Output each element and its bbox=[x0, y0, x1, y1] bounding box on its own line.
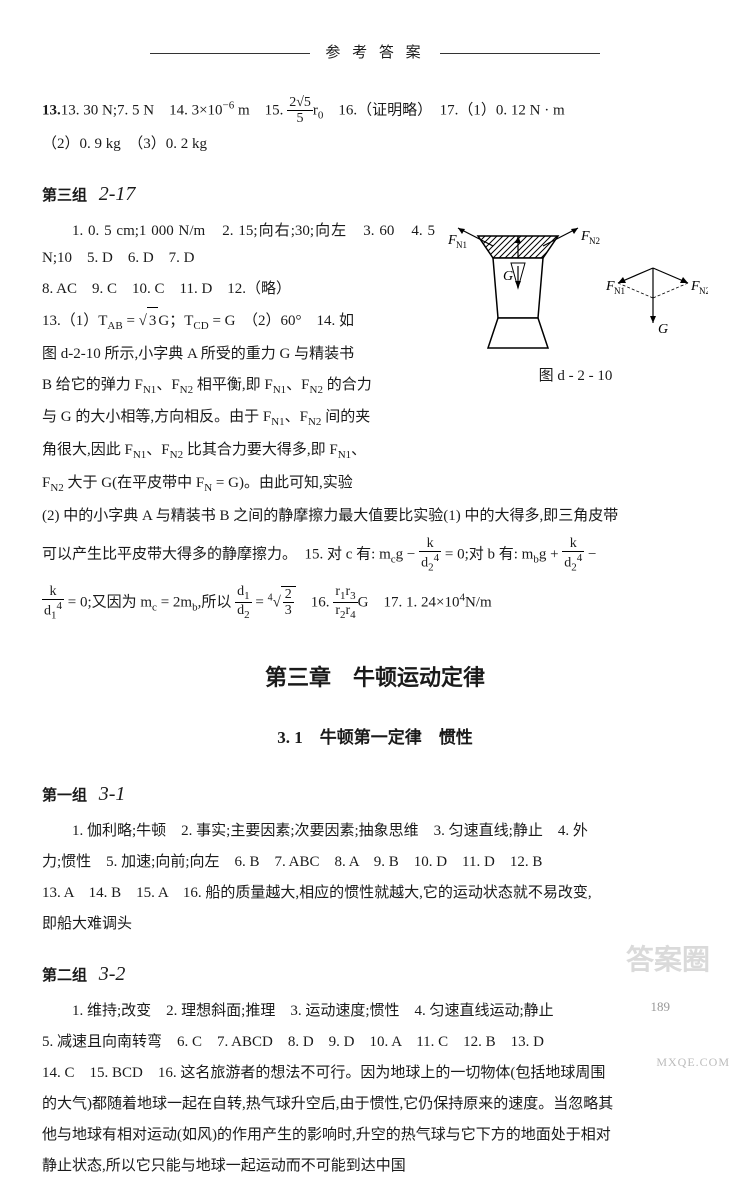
svg-text:N2: N2 bbox=[589, 236, 600, 246]
g32-line2: 5. 减速且向南转弯 6. C 7. ABCD 8. D 9. D 10. A … bbox=[42, 1029, 708, 1056]
page-header: 参 考 答 案 bbox=[42, 40, 708, 67]
g31-line4: 即船大难调头 bbox=[42, 911, 708, 938]
group31-label: 第一组 3-1 bbox=[42, 776, 708, 812]
g32-line1: 1. 维持;改变 2. 理想斜面;推理 3. 运动速度;惯性 4. 匀速直线运动… bbox=[42, 998, 708, 1025]
g3-line6: 与 G 的大小相等,方向相反。由于 FN1、FN2 间的夹 bbox=[42, 404, 708, 433]
watermark: MXQE.COM bbox=[656, 1052, 730, 1074]
g32-line5: 他与地球有相对运动(如风)的作用产生的影响时,升空的热气球与它下方的地面处于相对 bbox=[42, 1122, 708, 1149]
svg-text:N1: N1 bbox=[456, 240, 467, 250]
g3-line11: kd14 = 0;又因为 mc = 2mb,所以 d1d2 = 4√23 16.… bbox=[42, 584, 708, 622]
g3-line7: 角很大,因此 FN1、FN2 比其合力要大得多,即 FN1、 bbox=[42, 437, 708, 466]
svg-text:G: G bbox=[658, 322, 668, 337]
svg-text:G: G bbox=[503, 269, 513, 284]
group3-label: 第三组 2-17 bbox=[42, 176, 708, 212]
figure-d-2-10: FN1 FN2 G FN1 FN2 G 图 d - 2 - 10 bbox=[443, 218, 708, 378]
g31-line1: 1. 伽利略;牛顿 2. 事实;主要因素;次要因素;抽象思维 3. 匀速直线;静… bbox=[42, 818, 708, 845]
g31-line2: 力;惯性 5. 加速;向前;向左 6. B 7. ABC 8. A 9. B 1… bbox=[42, 849, 708, 876]
g3-line8: FN2 大于 G(在平皮带中 FN = G)。由此可知,实验 bbox=[42, 470, 708, 499]
g32-line4: 的大气)都随着地球一起在自转,热气球升空后,由于惯性,它仍保持原来的速度。当忽略… bbox=[42, 1091, 708, 1118]
g3-line9: (2) 中的小字典 A 与精装书 B 之间的静摩擦力最大值要比实验(1) 中的大… bbox=[42, 503, 708, 530]
block1-line1: 13.13. 30 N;7. 5 N 14. 3×10−6 m 15. 2√55… bbox=[42, 95, 708, 127]
svg-text:N1: N1 bbox=[614, 286, 625, 296]
g3-line10: 可以产生比平皮带大得多的静摩擦力。 15. 对 c 有: mcg − kd24 … bbox=[42, 536, 708, 574]
svg-text:N2: N2 bbox=[699, 286, 708, 296]
figure-caption: 图 d - 2 - 10 bbox=[443, 363, 708, 390]
watermark-cn: 答案圈 bbox=[626, 936, 710, 986]
section-title: 3. 1 牛顿第一定律 惯性 bbox=[42, 723, 708, 754]
header-title: 参 考 答 案 bbox=[325, 45, 424, 61]
g31-line3: 13. A 14. B 15. A 16. 船的质量越大,相应的惯性就越大,它的… bbox=[42, 880, 708, 907]
group32-label: 第二组 3-2 bbox=[42, 956, 708, 992]
g32-line6: 静止状态,所以它只能与地球一起运动而不可能到达中国 bbox=[42, 1153, 708, 1180]
page-number: 189 bbox=[651, 995, 671, 1018]
g32-line3: 14. C 15. BCD 16. 这名旅游者的想法不可行。因为地球上的一切物体… bbox=[42, 1060, 708, 1087]
block1-line2: （2）0. 9 kg （3）0. 2 kg bbox=[42, 131, 708, 158]
chapter-title: 第三章 牛顿运动定律 bbox=[42, 658, 708, 698]
